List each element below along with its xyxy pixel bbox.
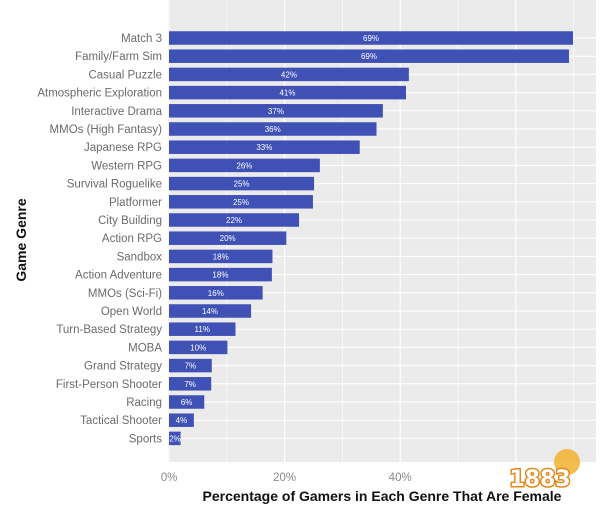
category-label: Western RPG [91,160,162,172]
data-label: 37% [268,107,284,116]
category-label: Action Adventure [75,270,162,282]
bar [169,122,377,136]
data-label: 42% [281,70,297,79]
bar [169,213,300,227]
category-label: MOBA [128,342,162,354]
category-label: First-Person Shooter [56,379,162,391]
bar [169,195,313,209]
data-label: 26% [236,161,252,170]
data-label: 18% [212,271,228,280]
category-label: Match 3 [121,33,162,45]
category-label: Platformer [109,197,162,209]
bar [169,267,272,282]
category-labels: Match 3 Family/Farm Sim Casual Puzzle Atmos… [37,33,162,445]
category-label: Survival Roguelike [67,179,162,191]
data-label: 10% [190,343,206,352]
data-label: 11% [195,325,210,334]
category-label: Action RPG [102,233,162,245]
watermark-logo: 1883 [508,449,580,494]
data-label: 69% [363,34,379,43]
bar [169,67,409,82]
bar [169,104,383,118]
bar [169,431,181,446]
bar [169,304,252,318]
category-label: Casual Puzzle [88,69,162,81]
category-label: Turn-Based Strategy [56,324,162,336]
y-axis-title: Game Genre [13,198,29,281]
category-label: MMOs (High Fantasy) [50,124,163,136]
bar [169,395,205,409]
category-label: Open World [101,306,162,318]
bar [169,286,263,300]
data-label: 25% [234,180,250,189]
x-tick-label: 20% [273,472,296,484]
data-label: 16% [208,289,224,298]
bar [169,176,315,191]
category-label: Family/Farm Sim [75,51,162,63]
x-axis-title: Percentage of Gamers in Each Genre That … [203,488,562,504]
bar [169,249,273,264]
category-label: Sports [129,433,162,445]
data-label: 2% [169,434,181,443]
bar [169,158,320,173]
bar [169,31,574,45]
sun-icon [554,449,580,475]
category-label: Grand Strategy [84,361,162,373]
x-tick-labels: 0% 20% 40% [161,472,412,484]
category-label: Racing [126,397,162,409]
bar [169,140,360,154]
x-tick-label: 40% [389,472,412,484]
bar [169,49,569,63]
bars [169,31,574,446]
category-label: Tactical Shooter [80,415,162,427]
data-label: 6% [181,398,193,407]
data-label: 22% [226,216,242,225]
category-label: City Building [98,215,162,227]
category-label: Interactive Drama [71,106,162,118]
bar [169,85,406,100]
bar [169,322,236,336]
category-label: Sandbox [117,251,163,263]
bar [169,231,287,245]
data-label: 69% [361,52,377,61]
data-label: 20% [220,234,236,243]
data-label: 7% [184,380,196,389]
data-label: 7% [185,362,197,371]
data-label: 25% [233,198,249,207]
category-label: Atmospheric Exploration [37,88,162,100]
bar [169,358,212,373]
bar [169,413,194,427]
watermark-text: 1883 [509,467,570,492]
category-label: Japanese RPG [84,142,162,154]
data-label: 14% [202,307,218,316]
category-label: MMOs (Sci-Fi) [88,288,162,300]
bar [169,340,228,355]
bar [169,377,212,391]
data-label: 18% [213,252,229,261]
data-label: 36% [265,125,281,134]
data-label: 41% [279,89,295,98]
data-label: 33% [256,143,272,152]
data-labels: 69% 69% 42% 41% 37% 36% 33% 26% 25% 25% 22% 20% 18% 1… [169,34,379,443]
data-label: 4% [176,416,188,425]
x-tick-label: 0% [161,472,178,484]
